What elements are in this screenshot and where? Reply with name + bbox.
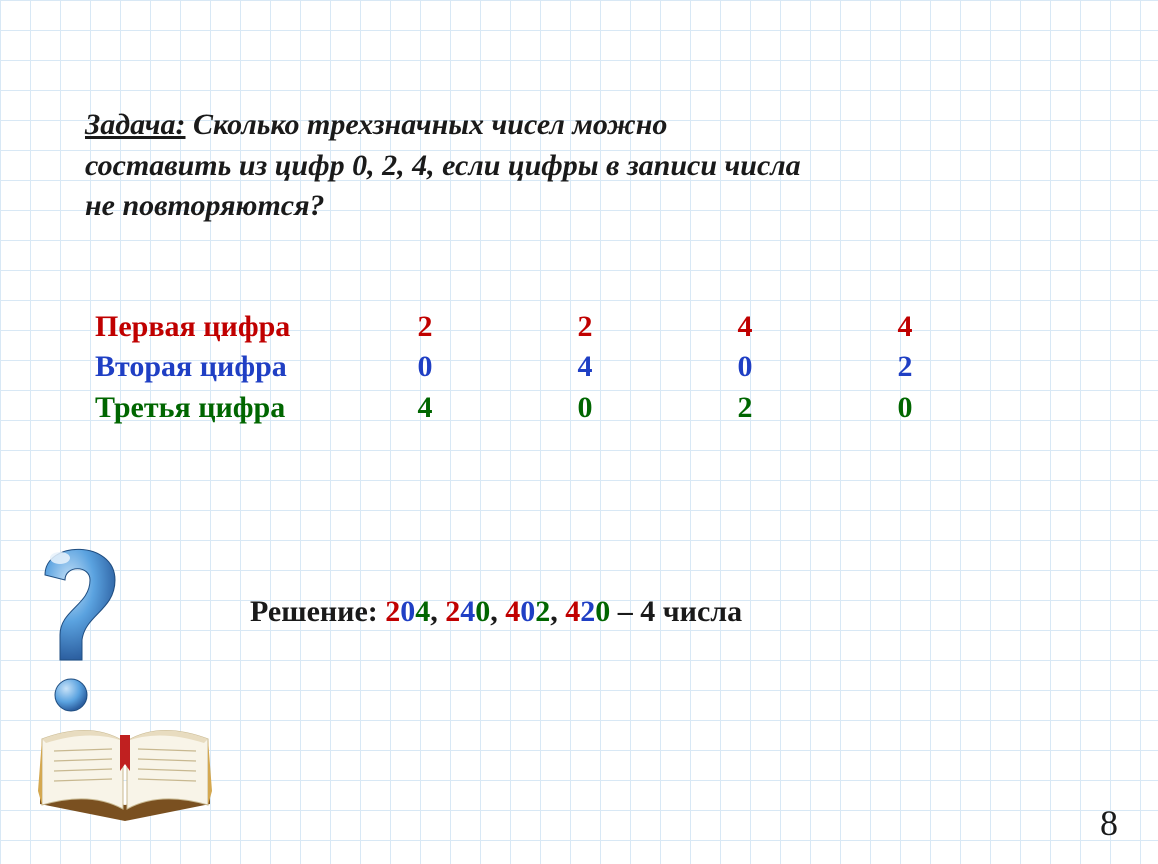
cell: 2 — [665, 388, 825, 429]
open-book-icon — [30, 709, 220, 839]
solution-num-d1: 2 — [385, 595, 400, 628]
solution-num-d2: 4 — [460, 595, 475, 628]
digit-enumeration-table: Первая цифра 2 2 4 4 Вторая цифра 0 4 0 … — [95, 307, 1085, 429]
page-number: 8 — [1100, 802, 1118, 844]
solution-num-d3: 0 — [475, 595, 490, 628]
cell: 0 — [665, 347, 825, 388]
cell: 4 — [345, 388, 505, 429]
cell: 0 — [505, 388, 665, 429]
solution-suffix: – 4 числа — [610, 595, 742, 628]
solution-prefix: Решение: — [250, 595, 385, 628]
solution-num-d3: 4 — [415, 595, 430, 628]
sep: , — [550, 595, 565, 628]
sep: , — [490, 595, 505, 628]
row-label-first-digit: Первая цифра — [95, 307, 345, 348]
solution-num-d2: 0 — [400, 595, 415, 628]
question-mark-icon — [10, 520, 150, 740]
cell: 0 — [345, 347, 505, 388]
problem-statement: Задача: Сколько трехзначных чисел можно … — [85, 105, 1085, 227]
row-label-second-digit: Вторая цифра — [95, 347, 345, 388]
solution-num-d3: 2 — [535, 595, 550, 628]
cell: 4 — [665, 307, 825, 348]
solution-num-d1: 2 — [445, 595, 460, 628]
table-row: Вторая цифра 0 4 0 2 — [95, 347, 1085, 388]
solution-num-d1: 4 — [505, 595, 520, 628]
cell: 2 — [345, 307, 505, 348]
cell: 4 — [825, 307, 985, 348]
sep: , — [430, 595, 445, 628]
cell: 0 — [825, 388, 985, 429]
table-row: Первая цифра 2 2 4 4 — [95, 307, 1085, 348]
solution-num-d2: 2 — [580, 595, 595, 628]
problem-line1: Сколько трехзначных чисел можно — [186, 108, 668, 141]
cell: 2 — [505, 307, 665, 348]
table-row: Третья цифра 4 0 2 0 — [95, 388, 1085, 429]
problem-line3: не повторяются? — [85, 189, 325, 222]
problem-line2: составить из цифр 0, 2, 4, если цифры в … — [85, 149, 801, 182]
solution-num-d1: 4 — [565, 595, 580, 628]
solution-line: Решение: 204, 240, 402, 420 – 4 числа — [250, 595, 742, 629]
cell: 4 — [505, 347, 665, 388]
task-label: Задача: — [85, 108, 186, 141]
cell: 2 — [825, 347, 985, 388]
row-label-third-digit: Третья цифра — [95, 388, 345, 429]
solution-num-d3: 0 — [595, 595, 610, 628]
solution-num-d2: 0 — [520, 595, 535, 628]
